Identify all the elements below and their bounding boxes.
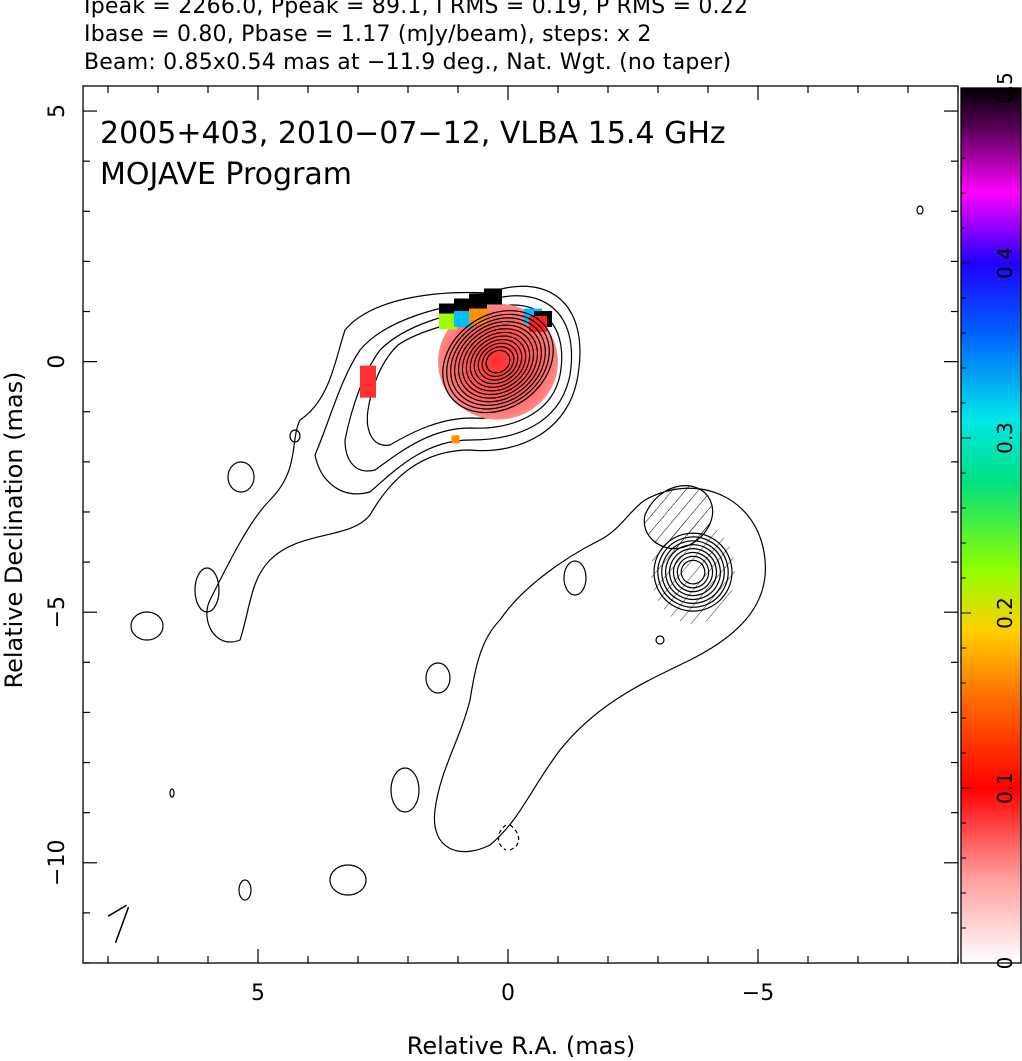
contour-level xyxy=(469,335,527,388)
contour-level xyxy=(446,313,550,410)
y-axis-label: Relative Declination (mas) xyxy=(0,371,28,688)
colorbar-label: 0.2 xyxy=(993,597,1017,629)
polarization-pixel xyxy=(451,435,460,444)
plot-frame xyxy=(82,85,959,964)
contour-level xyxy=(442,310,554,414)
island-contour xyxy=(329,864,367,896)
island-contour xyxy=(194,567,220,613)
contour-level xyxy=(457,324,539,399)
component-hatch xyxy=(651,520,735,625)
island-contour xyxy=(130,611,164,641)
island-contour xyxy=(169,788,175,798)
island-contour xyxy=(655,635,665,645)
polarization-pixel xyxy=(484,288,502,305)
island-contour xyxy=(289,429,301,443)
colorbar-ticks xyxy=(961,87,971,964)
colorbar-label: 0.3 xyxy=(993,422,1017,454)
negative-contour xyxy=(497,824,507,851)
contour-level xyxy=(477,342,519,381)
y-tick-label: 5 xyxy=(45,104,70,118)
x-tick-label: −5 xyxy=(742,981,774,1006)
x-tick-labels: 5 0 −5 xyxy=(251,981,774,1006)
header-line-2: Ibase = 0.80, Pbase = 1.17 (mJy/beam), s… xyxy=(84,22,652,47)
polarization-pixel xyxy=(454,298,472,315)
contour-level xyxy=(450,317,546,406)
colorbar-label: 0 xyxy=(993,957,1017,970)
colorbar-label: 0.1 xyxy=(993,772,1017,804)
header-line-1: Ipeak = 2266.0, Ppeak = 89.1, I RMS = 0.… xyxy=(84,0,749,19)
colorbar-label: 0.5 xyxy=(993,72,1017,104)
axis-ticks xyxy=(83,86,959,964)
program-annotation: MOJAVE Program xyxy=(100,157,352,192)
y-tick-labels: 5 0 −5 −10 xyxy=(45,104,70,886)
polarization-pixel xyxy=(469,293,487,310)
x-tick-label: 0 xyxy=(501,981,515,1006)
island-contour xyxy=(425,662,451,694)
island-contour xyxy=(563,560,587,596)
colorbar xyxy=(960,87,1022,964)
contour-level xyxy=(461,328,535,396)
polarization-pixel xyxy=(439,313,457,330)
contour-level xyxy=(454,320,542,403)
colorbar-labels: 0 0.1 0.2 0.3 0.4 0.5 xyxy=(993,72,1017,969)
contour-set xyxy=(442,310,735,625)
island-contour xyxy=(390,767,420,813)
polarization-pixel xyxy=(454,311,472,328)
source-annotation: 2005+403, 2010−07−12, VLBA 15.4 GHz xyxy=(100,116,726,151)
jet-contour-3 xyxy=(344,304,563,472)
y-tick-label: 0 xyxy=(45,355,70,369)
beam-marker xyxy=(107,904,130,944)
x-tick-label: 5 xyxy=(251,981,265,1006)
contour-level xyxy=(481,346,515,378)
contour-level xyxy=(473,338,523,385)
jet-contour-2 xyxy=(314,295,573,495)
colorbar-label: 0.4 xyxy=(993,247,1017,279)
island-contour xyxy=(916,205,924,215)
contour-level xyxy=(465,331,531,392)
jet-outer-contour xyxy=(206,285,581,643)
negative-contour xyxy=(509,824,520,851)
island-contour xyxy=(238,879,252,901)
contour-level xyxy=(485,349,511,374)
image-overlay xyxy=(107,205,924,944)
x-axis-label: Relative R.A. (mas) xyxy=(407,1032,635,1060)
y-tick-label: −10 xyxy=(45,840,70,886)
component-envelope xyxy=(433,487,766,853)
y-tick-label: −5 xyxy=(45,596,70,628)
island-contour xyxy=(227,461,255,493)
polarization-pixel xyxy=(360,365,376,398)
header-line-3: Beam: 0.85x0.54 mas at −11.9 deg., Nat. … xyxy=(84,50,732,75)
